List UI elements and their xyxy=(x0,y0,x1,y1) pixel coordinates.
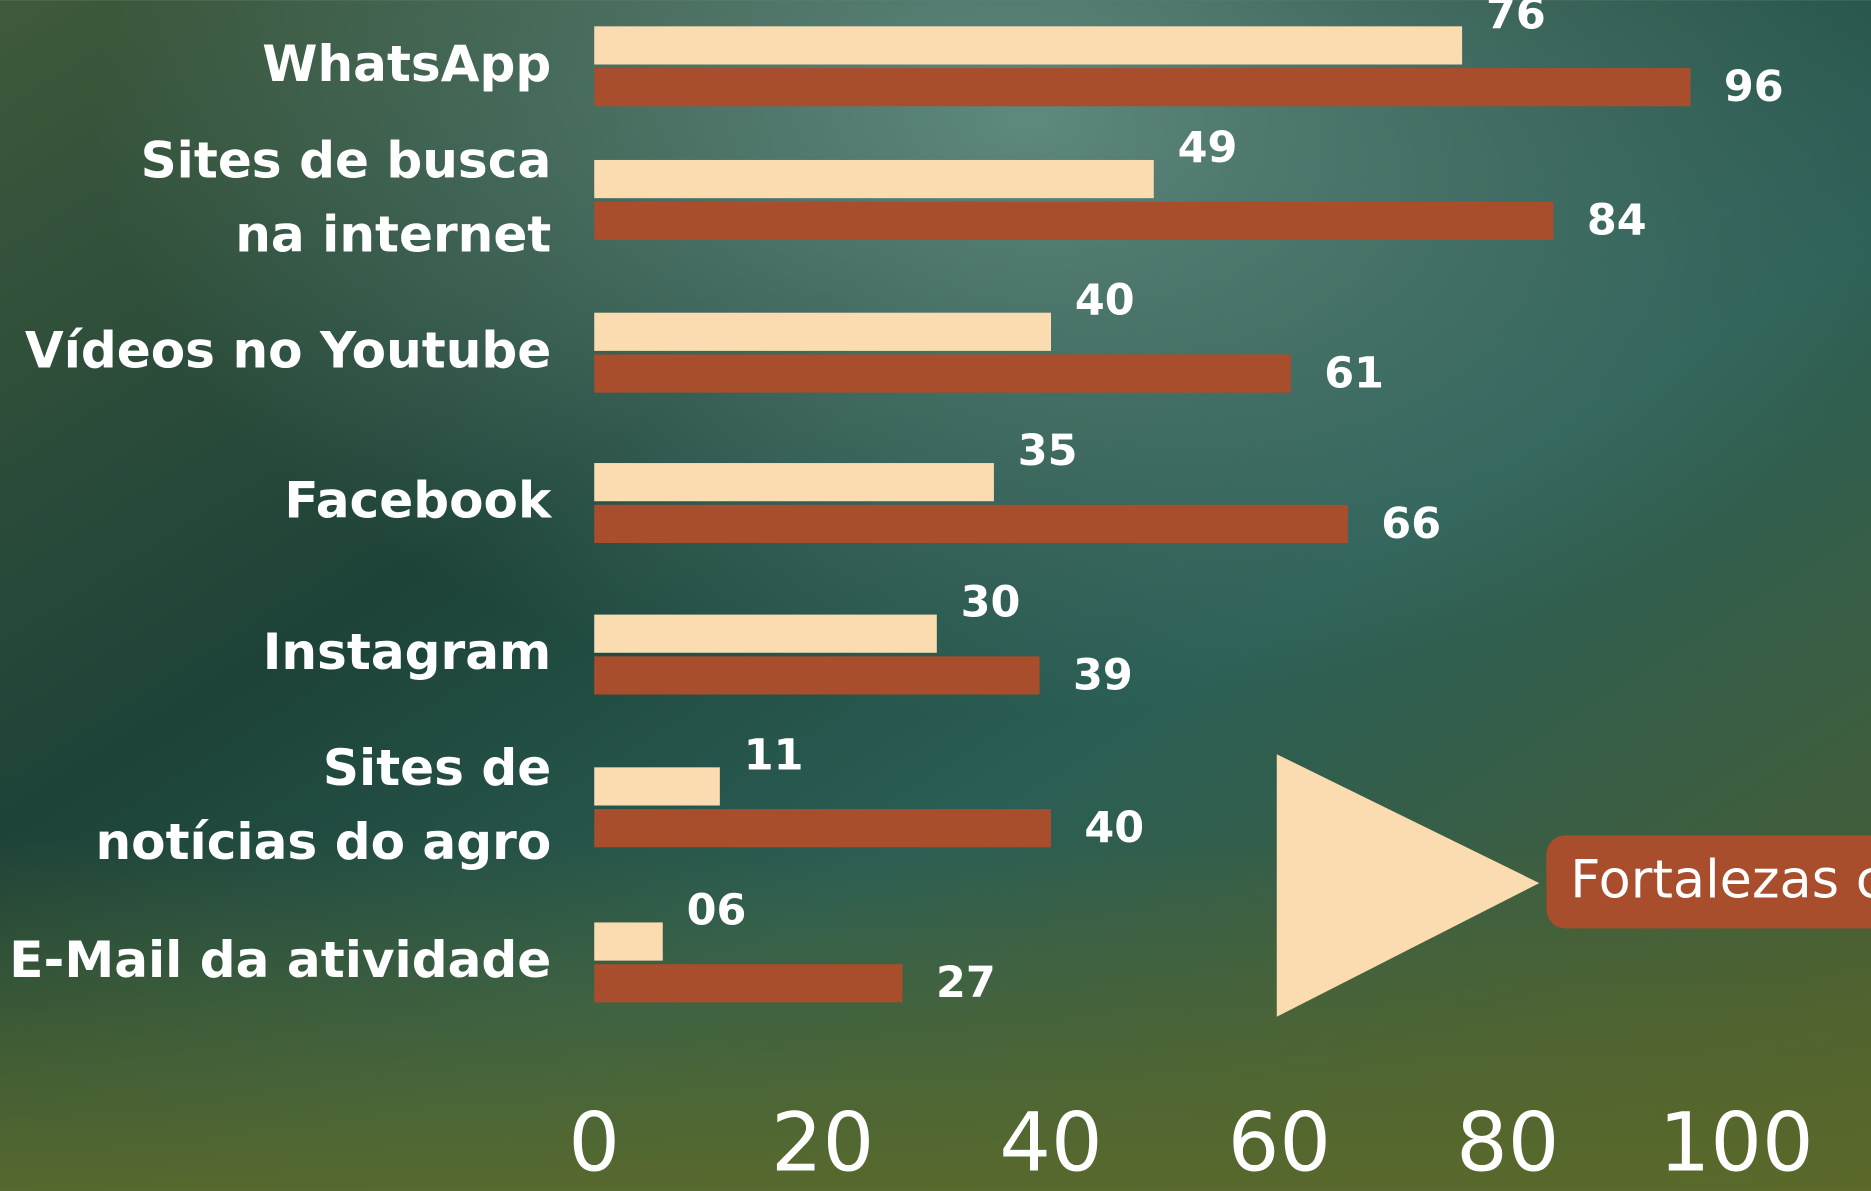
bar xyxy=(594,68,1690,106)
y-tick-label: Facebook xyxy=(284,470,553,529)
value-label: 96 xyxy=(1724,62,1784,112)
bar xyxy=(594,313,1051,351)
y-tick-label-line: E-Mail da atividade xyxy=(9,930,551,989)
y-tick-label-line: Sites de busca xyxy=(141,130,552,189)
page: Fortalezas c WhatsApp 76 96 Sites de busca n… xyxy=(0,0,1871,1191)
x-tick-label: 0 xyxy=(568,1096,620,1190)
value-label: 40 xyxy=(1084,803,1144,853)
x-tick-label: 20 xyxy=(771,1096,874,1190)
value-label: 49 xyxy=(1178,123,1238,173)
bar xyxy=(594,656,1039,694)
value-label: 06 xyxy=(687,885,747,935)
value-label: 66 xyxy=(1381,499,1441,549)
y-tick-label-line: na internet xyxy=(235,204,551,263)
value-label: 30 xyxy=(961,578,1021,628)
x-tick-label: 100 xyxy=(1659,1096,1814,1190)
y-tick-label-line: Instagram xyxy=(263,622,552,681)
y-tick-label-line: Facebook xyxy=(284,470,553,529)
bar xyxy=(594,160,1154,198)
value-label: 35 xyxy=(1018,426,1078,476)
bar xyxy=(594,922,663,960)
value-label: 84 xyxy=(1587,196,1647,246)
value-label: 76 xyxy=(1486,0,1546,39)
bar xyxy=(594,463,994,501)
annotation: Fortalezas c xyxy=(1570,850,1871,911)
y-tick-label-line: Sites de xyxy=(323,737,551,796)
value-label: 27 xyxy=(936,958,996,1008)
bar xyxy=(594,964,902,1002)
bar xyxy=(594,809,1051,847)
bar xyxy=(594,202,1553,240)
bar xyxy=(594,505,1348,543)
x-tick-label: 60 xyxy=(1228,1096,1331,1190)
value-label: 39 xyxy=(1073,650,1133,700)
value-label: 11 xyxy=(744,730,804,780)
y-tick-label: WhatsApp xyxy=(262,33,551,92)
y-tick-label-line: WhatsApp xyxy=(262,33,551,92)
y-tick-label: E-Mail da atividade xyxy=(9,930,551,989)
y-tick-label: Vídeos no Youtube xyxy=(25,320,551,379)
bar xyxy=(594,767,720,805)
chart: Fortalezas c WhatsApp 76 96 Sites de busca n… xyxy=(0,0,1871,1191)
x-tick-label: 80 xyxy=(1456,1096,1559,1190)
x-tick-label: 40 xyxy=(999,1096,1102,1190)
y-tick-label: Instagram xyxy=(263,622,552,681)
y-tick-label-line: Vídeos no Youtube xyxy=(25,320,551,379)
bar xyxy=(594,26,1462,64)
bar xyxy=(594,354,1291,392)
y-tick-label-line: notícias do agro xyxy=(96,811,552,870)
value-label: 40 xyxy=(1075,276,1135,326)
value-label: 61 xyxy=(1324,348,1384,398)
bar xyxy=(594,615,937,653)
